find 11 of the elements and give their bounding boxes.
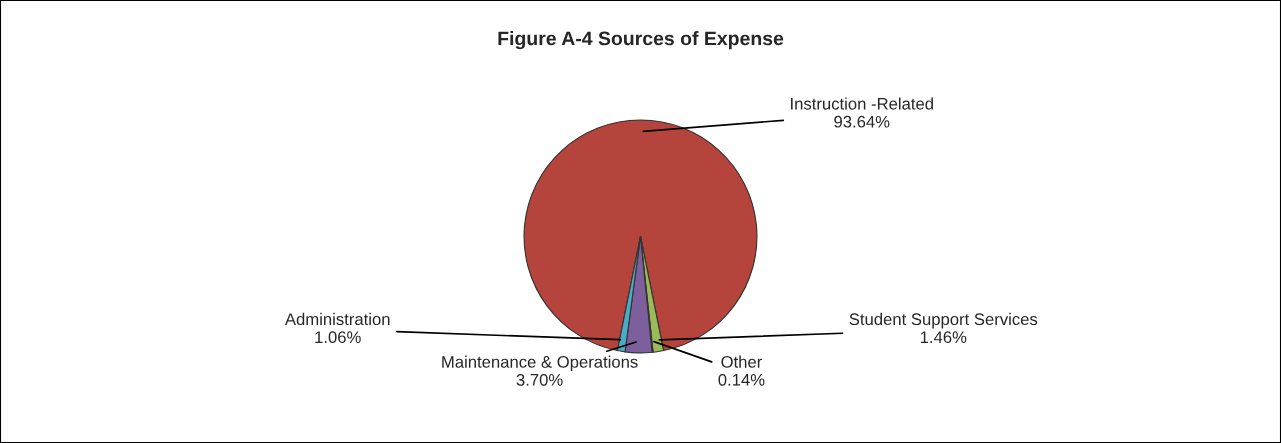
slice-label: Administration (284, 312, 390, 326)
slice-label: Instruction -Related (791, 97, 933, 110)
slice-label: Other (721, 355, 762, 368)
data-label: 0.14% (718, 373, 765, 386)
slice-label: Maintenance & Operations (442, 355, 638, 372)
data-label: 1.06% (315, 331, 361, 344)
data-label: 93.64% (834, 115, 890, 128)
data-label: 3.70% (516, 373, 563, 386)
data-label: 1.46% (920, 331, 967, 344)
chart-title: Figure A-4 Sources of Expense (498, 31, 784, 50)
slice-label: Student Support Services (849, 312, 1038, 329)
